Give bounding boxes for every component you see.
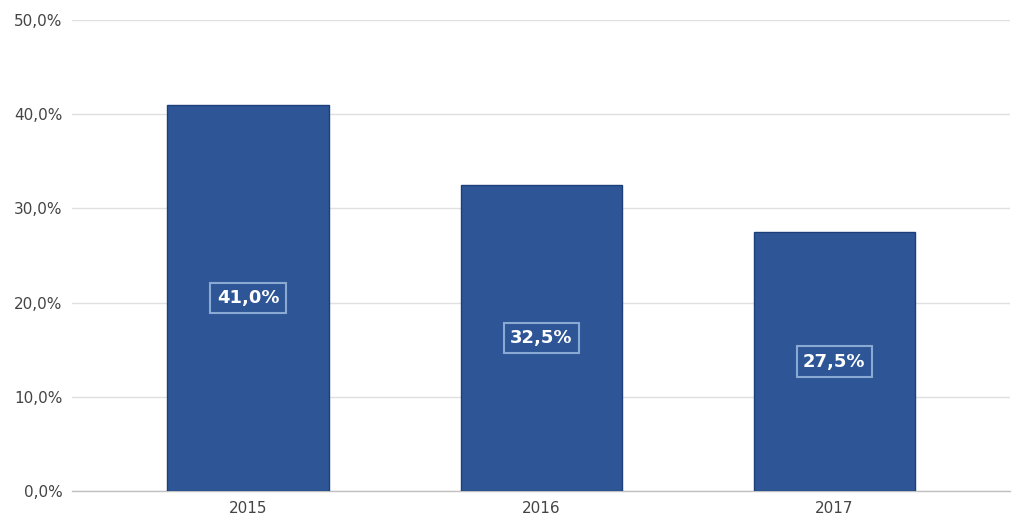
Bar bbox=[167, 105, 329, 491]
Text: 27,5%: 27,5% bbox=[803, 353, 865, 370]
Bar bbox=[754, 232, 914, 491]
Text: 41,0%: 41,0% bbox=[217, 289, 280, 307]
Bar bbox=[461, 185, 622, 491]
Text: 32,5%: 32,5% bbox=[510, 329, 572, 347]
